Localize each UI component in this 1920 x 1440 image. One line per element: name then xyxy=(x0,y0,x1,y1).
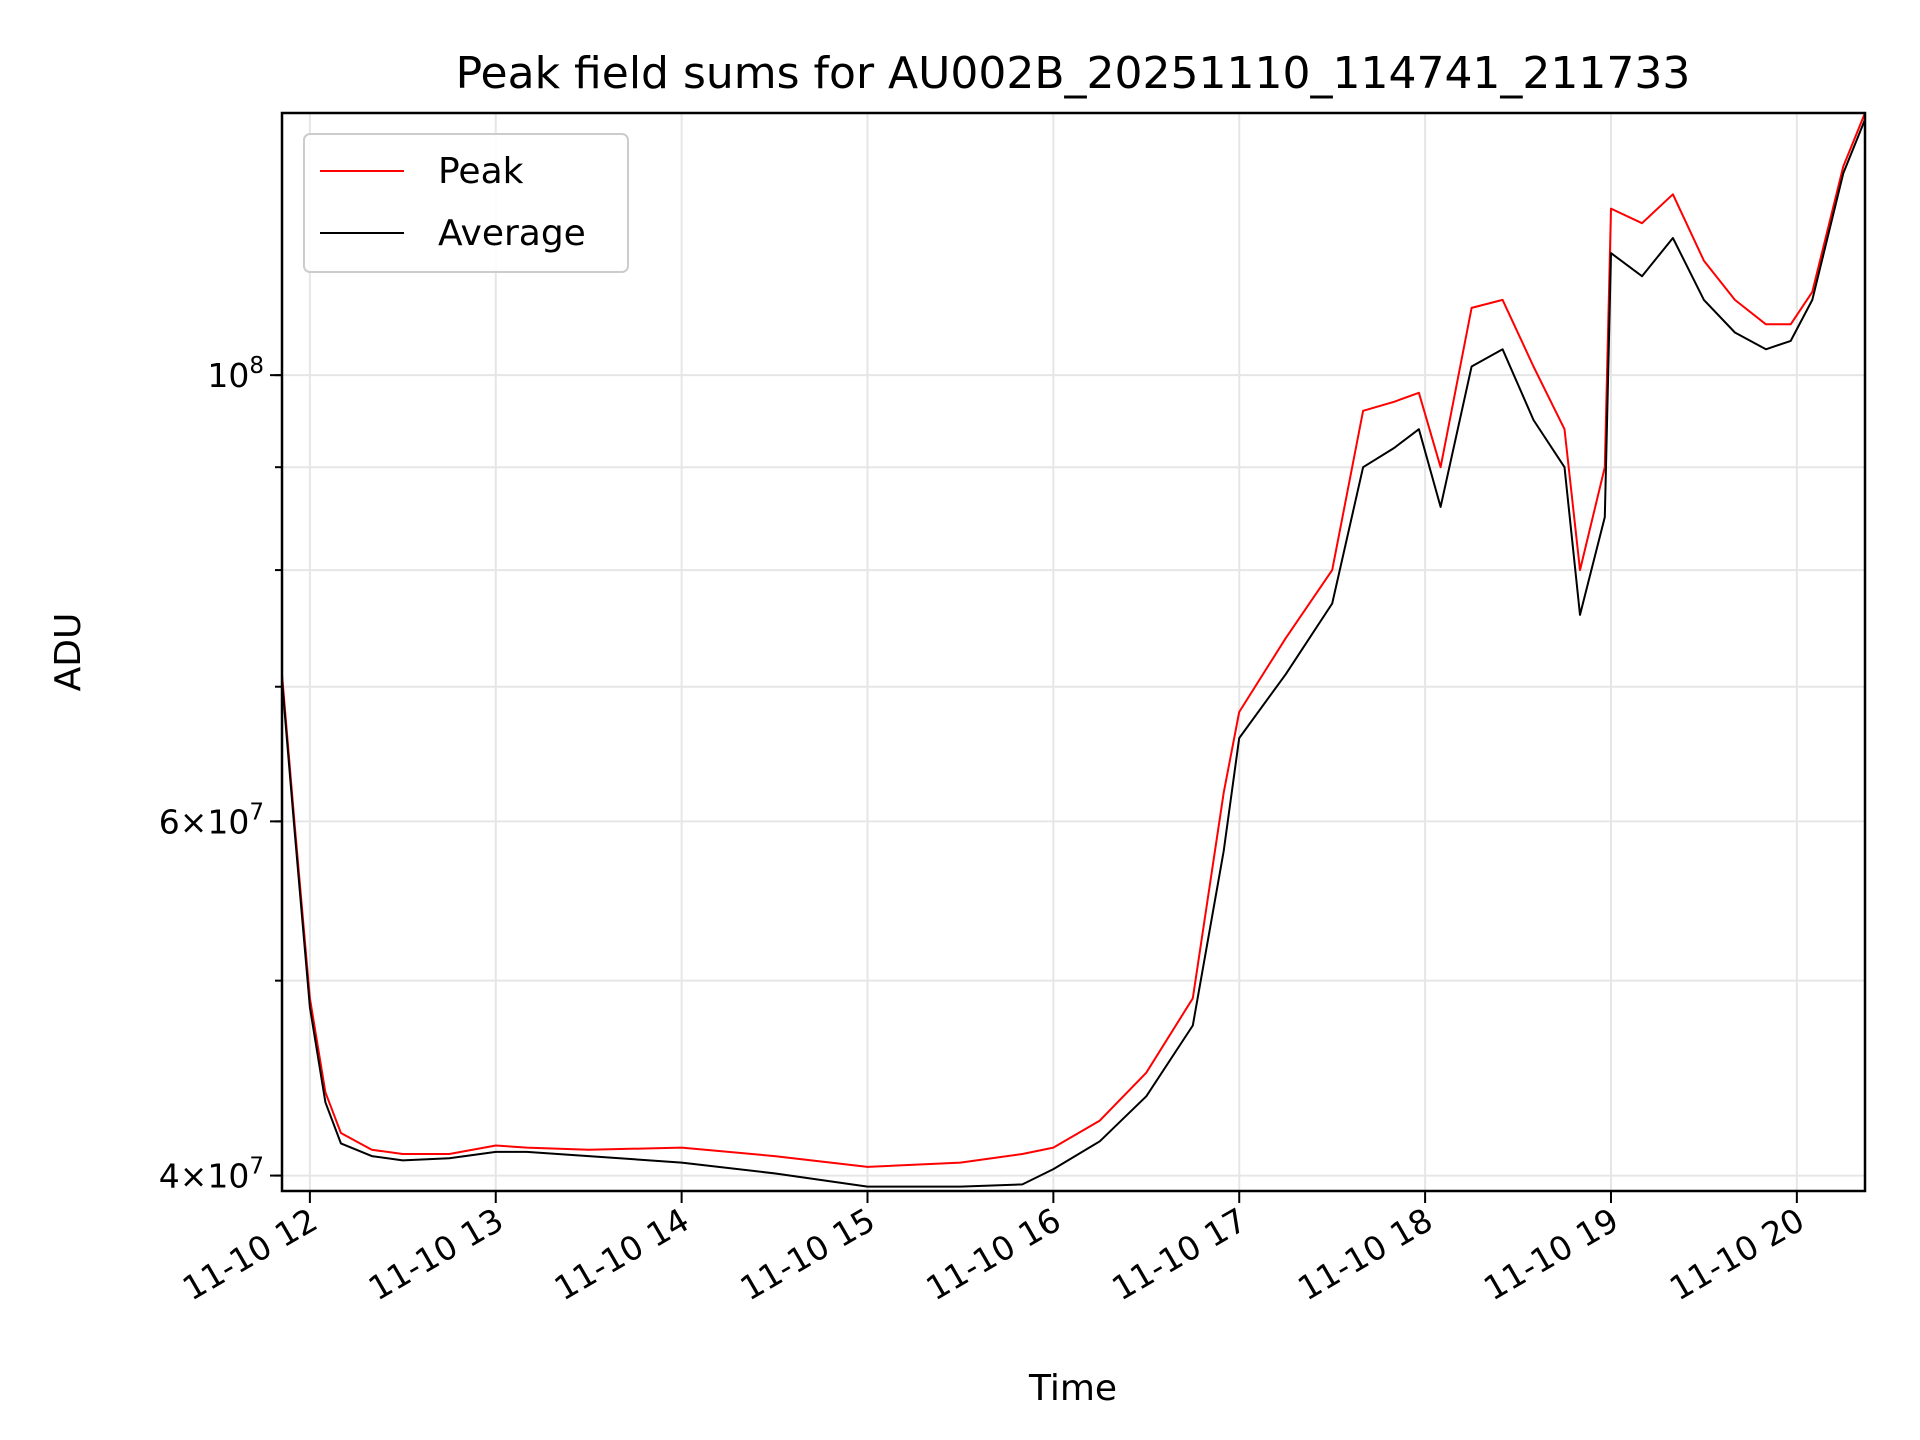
chart-title: Peak field sums for AU002B_20251110_1147… xyxy=(456,48,1691,99)
series-line-peak xyxy=(281,112,1866,1168)
plot-frame xyxy=(280,111,1867,1193)
legend-label-peak: Peak xyxy=(438,151,524,192)
legend-label-average: Average xyxy=(438,213,586,254)
series-line-average xyxy=(281,119,1866,1188)
y-axis-label: ADU xyxy=(48,613,89,692)
series-layer xyxy=(281,112,1866,1188)
y-tick-label: 6×107 xyxy=(159,799,264,841)
legend: Peak Average xyxy=(303,133,629,273)
x-axis-label: Time xyxy=(1028,1368,1117,1409)
legend-box xyxy=(303,133,629,273)
y-tick-label: 4×107 xyxy=(159,1154,264,1196)
